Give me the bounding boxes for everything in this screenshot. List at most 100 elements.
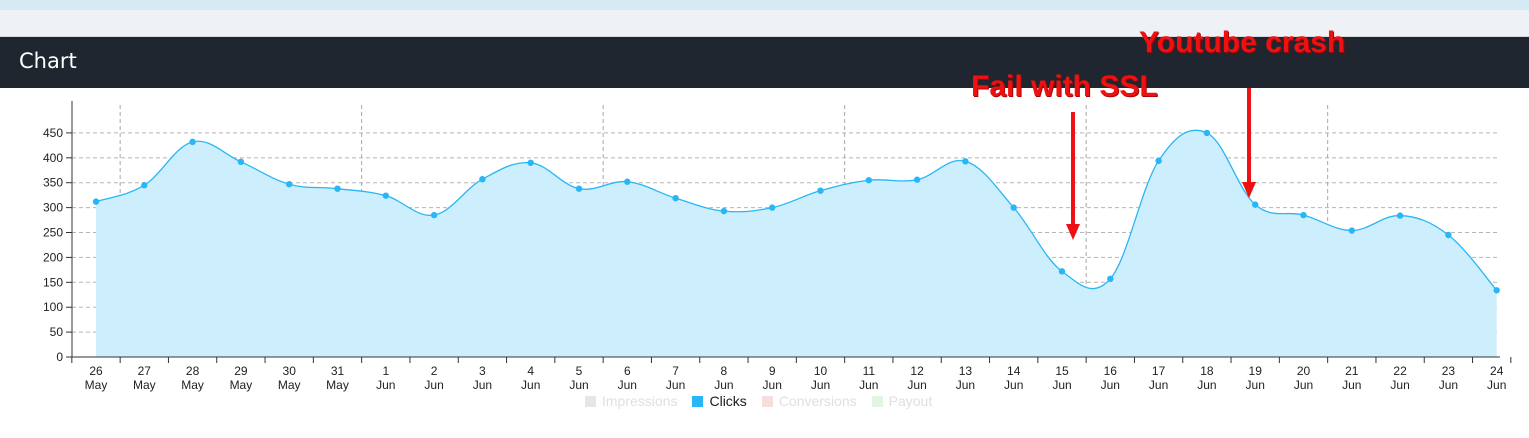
legend-swatch <box>692 395 704 407</box>
x-tick-label-month: May <box>181 378 204 392</box>
x-tick-label-month: Jun <box>714 378 733 392</box>
x-tick-label-month: Jun <box>763 378 782 392</box>
annotation-arrow-youtube-crash-head <box>1242 182 1256 198</box>
clicks-point <box>913 176 921 183</box>
clicks-point <box>1058 268 1066 275</box>
x-tick-label-day: 29 <box>234 364 248 378</box>
x-tick-label-month: Jun <box>1149 378 1168 392</box>
x-tick-label-month: Jun <box>424 378 443 392</box>
x-tick-label-month: Jun <box>1439 378 1458 392</box>
x-tick-label-day: 22 <box>1393 364 1407 378</box>
clicks-chart: 05010015020025030035040045026May27May28M… <box>43 72 1512 392</box>
x-tick-label-month: Jun <box>907 378 926 392</box>
x-tick-label-day: 30 <box>283 364 297 378</box>
x-tick-label-month: May <box>133 378 156 392</box>
clicks-point <box>237 158 245 165</box>
clicks-point <box>1396 212 1404 219</box>
clicks-point <box>1107 275 1114 283</box>
legend-item-impressions[interactable]: Impressions <box>585 393 677 409</box>
x-tick-label-day: 12 <box>910 364 924 378</box>
clicks-point <box>1252 201 1259 208</box>
annotation-fail-with-ssl: Fail with SSL <box>971 70 1158 103</box>
legend-label: Payout <box>888 393 933 409</box>
x-tick-label-month: Jun <box>521 378 540 392</box>
legend-swatch <box>761 395 773 407</box>
clicks-point <box>527 159 534 166</box>
y-tick-label: 350 <box>43 176 63 190</box>
x-tick-label-day: 21 <box>1345 364 1359 378</box>
y-tick-label: 450 <box>43 126 63 140</box>
x-tick-label-day: 28 <box>186 364 200 378</box>
annotation-youtube-crash: Youtube crash <box>1139 26 1346 59</box>
legend-item-conversions[interactable]: Conversions <box>761 393 857 409</box>
legend-item-clicks[interactable]: Clicks <box>692 393 747 409</box>
x-tick-label-month: Jun <box>1390 378 1409 392</box>
x-tick-label-month: Jun <box>956 378 975 392</box>
x-tick-label-day: 13 <box>959 364 973 378</box>
x-tick-label-day: 18 <box>1200 364 1214 378</box>
x-tick-label-month: Jun <box>1004 378 1023 392</box>
x-tick-label-day: 6 <box>624 364 631 378</box>
x-tick-label-day: 15 <box>1055 364 1069 378</box>
x-tick-label-month: Jun <box>473 378 492 392</box>
clicks-point <box>575 185 583 192</box>
clicks-point <box>769 204 776 211</box>
clicks-point <box>479 176 486 183</box>
x-tick-label-day: 17 <box>1152 364 1166 378</box>
x-tick-label-month: Jun <box>376 378 395 392</box>
clicks-point <box>189 138 196 146</box>
y-tick-label: 100 <box>43 300 63 314</box>
clicks-point <box>334 185 341 192</box>
x-tick-label-month: Jun <box>1052 378 1071 392</box>
x-tick-label-month: May <box>278 378 301 392</box>
legend-label: Clicks <box>709 393 747 409</box>
clicks-point <box>1010 204 1017 211</box>
clicks-point <box>1348 227 1356 234</box>
x-tick-label-month: Jun <box>569 378 588 392</box>
x-tick-label-month: Jun <box>1101 378 1120 392</box>
clicks-point <box>1493 287 1500 294</box>
clicks-point <box>962 158 969 165</box>
x-tick-label-month: Jun <box>618 378 637 392</box>
x-tick-label-day: 1 <box>382 364 389 378</box>
legend-swatch <box>585 395 596 407</box>
toolbar-strip <box>0 10 1529 37</box>
legend-label: Impressions <box>602 393 678 409</box>
x-tick-label-month: Jun <box>1342 378 1361 392</box>
x-tick-label-day: 23 <box>1442 364 1456 378</box>
clicks-point <box>624 178 631 185</box>
x-tick-label-day: 2 <box>431 364 438 378</box>
clicks-point <box>92 198 100 205</box>
x-tick-label-day: 11 <box>863 364 876 378</box>
clicks-point <box>1445 231 1452 239</box>
x-tick-label-month: Jun <box>1294 378 1313 392</box>
x-tick-label-month: May <box>230 378 253 392</box>
x-tick-label-month: May <box>326 378 349 392</box>
clicks-area <box>96 130 1497 357</box>
y-tick-label: 300 <box>43 201 63 215</box>
clicks-point <box>430 211 438 219</box>
annotation-arrow-fail-with-ssl-head <box>1066 224 1080 240</box>
legend-label: Conversions <box>778 393 857 409</box>
x-tick-label-month: Jun <box>1246 378 1265 392</box>
x-tick-label-day: 3 <box>479 364 486 378</box>
x-tick-label-day: 8 <box>721 364 728 378</box>
y-tick-label: 50 <box>50 325 64 339</box>
x-tick-label-day: 9 <box>769 364 776 378</box>
clicks-point <box>865 177 872 184</box>
x-tick-label-month: Jun <box>1197 378 1216 392</box>
x-tick-label-day: 10 <box>814 364 828 378</box>
x-tick-label-day: 16 <box>1104 364 1118 378</box>
clicks-point <box>141 182 148 189</box>
legend-swatch <box>871 395 883 407</box>
x-tick-label-day: 19 <box>1249 364 1263 378</box>
x-tick-label-day: 7 <box>672 364 679 378</box>
chart-area: 0 50 100 150 200 250 300 350 400 450 26 May 27 May 28 M… <box>0 72 1529 433</box>
y-tick-label: 150 <box>43 275 63 289</box>
x-tick-label-month: May <box>85 378 108 392</box>
legend-item-payout[interactable]: Payout <box>871 393 933 409</box>
x-tick-label-day: 4 <box>527 364 534 378</box>
clicks-point <box>1203 129 1211 137</box>
clicks-point <box>817 187 824 194</box>
x-tick-label-month: Jun <box>811 378 830 392</box>
